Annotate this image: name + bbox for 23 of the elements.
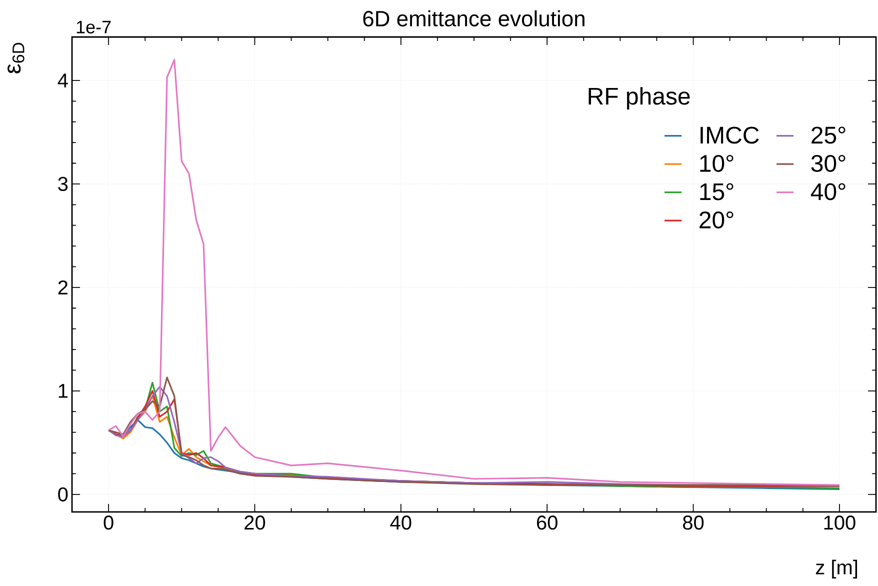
chart-title: 6D emittance evolution [363,10,584,26]
legend-label: 10° [700,154,734,172]
legend-label: 25° [812,126,846,144]
legend-label: IMCC [700,126,759,144]
y-axis-title: ε$_{6D}$ [8,42,24,74]
y-tick-label: 1 [58,384,68,398]
x-tick-label: 60 [536,516,558,530]
y-tick-label: 2 [58,280,68,294]
y-tick-label: 4 [58,74,68,88]
y-tick-label: 3 [58,176,68,192]
x-tick-label: 100 [824,516,856,530]
x-tick-label: 40 [390,516,412,530]
x-tick-label: 0 [104,516,114,530]
legend-label: 40° [810,183,846,200]
text: 1e-7 [76,20,111,34]
y-tick-label: 0 [58,487,68,502]
x-tick-label: 80 [683,516,704,530]
legend-label: 20° [700,211,734,228]
legend-label: 30° [811,154,846,172]
legend-label: 15° [700,183,734,200]
x-axis-title: z [m] [816,560,858,578]
x-tick-label: 20 [244,516,266,530]
legend-title: RF phase [588,87,690,110]
